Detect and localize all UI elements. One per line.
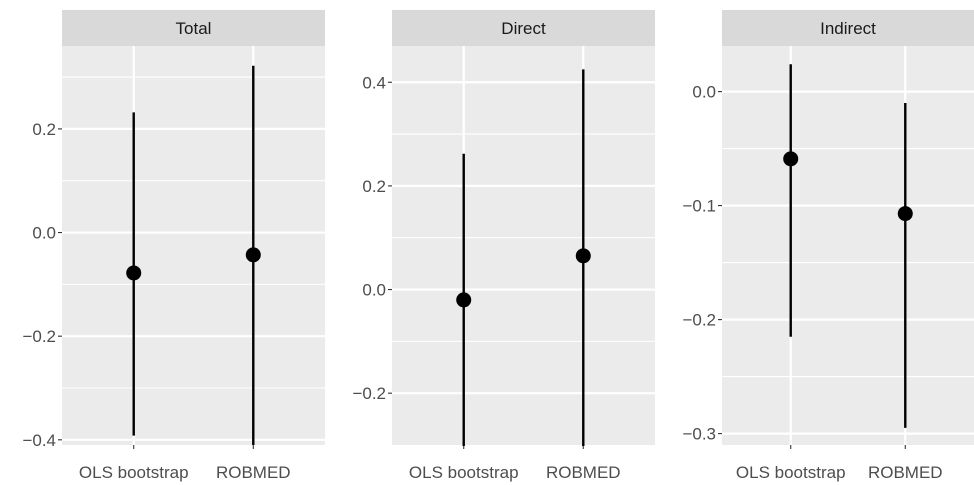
panel-background-0 [62,46,325,445]
y-tick-label-1-1: 0.0 [362,281,386,300]
facet-title-1: Direct [501,19,546,38]
point-estimate-2-1 [897,206,913,222]
point-estimate-0-1 [245,247,261,263]
y-tick-label-0-2: 0.0 [32,224,56,243]
facet-strip-2 [722,10,974,46]
facet-strip-1 [392,10,655,46]
y-tick-label-0-3: 0.2 [32,120,56,139]
x-tick-label-1-0: OLS bootstrap [409,463,519,482]
y-tick-label-2-1: −0.2 [682,311,716,330]
panel-background-1 [392,46,655,445]
facet-title-2: Indirect [820,19,876,38]
y-tick-label-1-0: −0.2 [352,384,386,403]
facet-strip-0 [62,10,325,46]
y-tick-label-2-2: −0.1 [682,197,716,216]
y-tick-label-0-0: −0.4 [22,431,56,450]
x-tick-label-1-1: ROBMED [546,463,621,482]
panel-background-2 [722,46,974,445]
point-estimate-1-0 [456,292,472,308]
y-tick-label-2-3: 0.0 [692,83,716,102]
point-estimate-0-0 [126,265,142,281]
facet-title-0: Total [176,19,212,38]
point-estimate-1-1 [575,248,591,264]
point-estimate-2-0 [783,151,799,167]
y-tick-label-0-1: −0.2 [22,327,56,346]
x-tick-label-2-0: OLS bootstrap [736,463,846,482]
x-tick-label-0-0: OLS bootstrap [79,463,189,482]
x-tick-label-0-1: ROBMED [216,463,291,482]
x-tick-label-2-1: ROBMED [868,463,943,482]
y-tick-label-1-2: 0.2 [362,177,386,196]
y-tick-label-2-0: −0.3 [682,425,716,444]
y-tick-label-1-3: 0.4 [362,73,386,92]
